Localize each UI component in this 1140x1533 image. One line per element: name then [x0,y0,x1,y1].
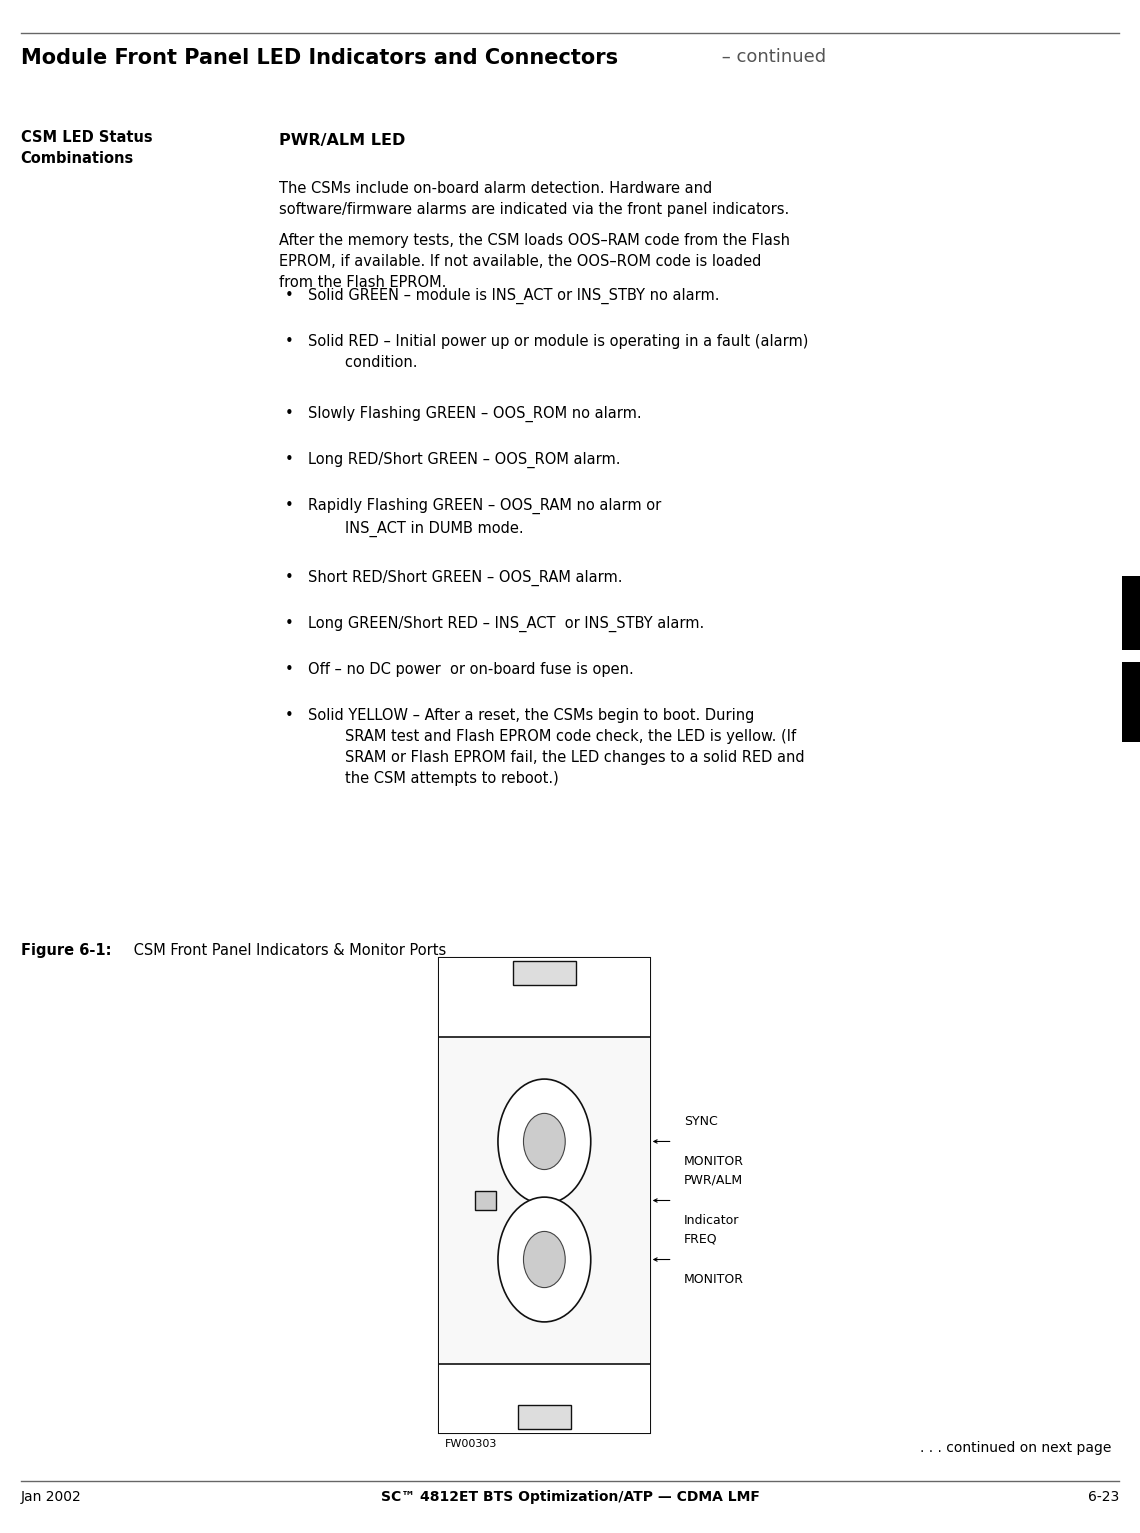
Text: Solid YELLOW – After a reset, the CSMs begin to boot. During
        SRAM test a: Solid YELLOW – After a reset, the CSMs b… [308,708,805,786]
Text: SC™ 4812ET BTS Optimization/ATP — CDMA LMF: SC™ 4812ET BTS Optimization/ATP — CDMA L… [381,1490,759,1504]
Text: Module Front Panel LED Indicators and Connectors: Module Front Panel LED Indicators and Co… [21,48,618,67]
Text: CSM LED Status
Combinations: CSM LED Status Combinations [21,130,152,166]
Text: •: • [285,498,294,514]
Text: •: • [285,334,294,350]
Text: FREQ
MONITOR: FREQ MONITOR [472,1245,482,1274]
Text: SYNC: SYNC [684,1114,718,1128]
Text: Long RED/Short GREEN – OOS_ROM alarm.: Long RED/Short GREEN – OOS_ROM alarm. [308,452,620,469]
Text: Long GREEN/Short RED – INS_ACT  or INS_STBY alarm.: Long GREEN/Short RED – INS_ACT or INS_ST… [308,616,705,633]
Text: 6-23: 6-23 [1089,1490,1119,1504]
Text: 6: 6 [1125,693,1137,711]
Text: After the memory tests, the CSM loads OOS–RAM code from the Flash
EPROM, if avai: After the memory tests, the CSM loads OO… [279,233,790,290]
Circle shape [523,1113,565,1170]
Text: SYNC
MONITOR: SYNC MONITOR [472,1127,482,1156]
Bar [1122,576,1140,650]
Bar [439,1036,650,1364]
Text: Indicator: Indicator [684,1214,740,1228]
Bar [439,1364,650,1433]
Bar [474,1191,496,1211]
Bar [439,958,650,1433]
Bar [513,961,576,986]
Text: Solid GREEN – module is INS_ACT or INS_STBY no alarm.: Solid GREEN – module is INS_ACT or INS_S… [308,288,719,305]
Text: Slowly Flashing GREEN – OOS_ROM no alarm.: Slowly Flashing GREEN – OOS_ROM no alarm… [308,406,642,423]
Text: MONITOR: MONITOR [684,1274,744,1286]
Text: •: • [285,708,294,724]
Text: MONITOR: MONITOR [684,1156,744,1168]
Circle shape [523,1231,565,1288]
Circle shape [498,1079,591,1203]
Text: PWR/ALM: PWR/ALM [684,1174,743,1187]
Text: Rapidly Flashing GREEN – OOS_RAM no alarm or
        INS_ACT in DUMB mode.: Rapidly Flashing GREEN – OOS_RAM no alar… [308,498,661,537]
Text: FREQ: FREQ [684,1233,717,1246]
Text: PWR/ALM: PWR/ALM [474,1188,479,1213]
Text: Figure 6-1:: Figure 6-1: [21,943,111,958]
Text: •: • [285,406,294,422]
Text: •: • [285,616,294,632]
Text: PWR/ALM LED: PWR/ALM LED [279,133,406,149]
Bar [518,1404,571,1429]
Text: •: • [285,570,294,586]
Text: •: • [285,452,294,468]
Text: . . . continued on next page: . . . continued on next page [920,1441,1112,1455]
Bar [439,958,650,1036]
Text: – continued: – continued [716,48,826,66]
Text: Solid RED – Initial power up or module is operating in a fault (alarm)
        c: Solid RED – Initial power up or module i… [308,334,808,369]
Text: Jan 2002: Jan 2002 [21,1490,81,1504]
Text: Off – no DC power  or on-board fuse is open.: Off – no DC power or on-board fuse is op… [308,662,634,678]
Text: •: • [285,662,294,678]
Text: CSM Front Panel Indicators & Monitor Ports: CSM Front Panel Indicators & Monitor Por… [129,943,446,958]
Text: Short RED/Short GREEN – OOS_RAM alarm.: Short RED/Short GREEN – OOS_RAM alarm. [308,570,622,587]
Bar [1122,662,1140,742]
Text: FW00303: FW00303 [445,1439,497,1450]
Circle shape [498,1197,591,1321]
Text: The CSMs include on-board alarm detection. Hardware and
software/firmware alarms: The CSMs include on-board alarm detectio… [279,181,790,216]
Text: •: • [285,288,294,304]
